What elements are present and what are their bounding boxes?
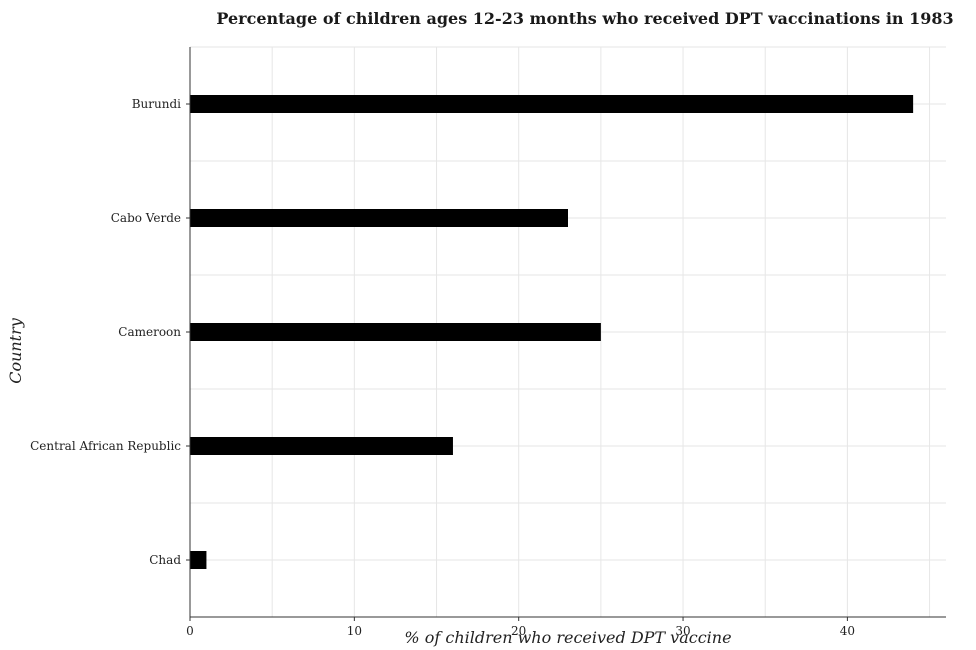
y-axis-label: Country [6, 317, 25, 384]
bar-burundi [190, 95, 914, 113]
x-tick-label: 0 [186, 624, 194, 638]
y-tick-label: Cameroon [118, 325, 181, 339]
bar-cabo-verde [190, 209, 568, 227]
y-tick-label: Cabo Verde [111, 211, 181, 225]
tick-labels: Burundi Cabo Verde Cameroon Central African… [30, 97, 855, 638]
x-tick-label: 40 [840, 624, 855, 638]
y-tick-label: Chad [149, 553, 181, 567]
bar-chad [190, 551, 207, 569]
bar-central-african-republic [190, 437, 453, 455]
y-tick-label: Burundi [132, 97, 181, 111]
bars [190, 95, 914, 569]
chart-title: Percentage of children ages 12-23 months… [216, 9, 953, 28]
x-tick-label: 20 [511, 624, 526, 638]
x-tick-label: 30 [675, 624, 690, 638]
x-axis-label: % of children who received DPT vaccine [404, 628, 731, 647]
bar-cameroon [190, 323, 601, 341]
x-tick-label: 10 [347, 624, 362, 638]
axes [186, 47, 946, 621]
y-tick-label: Central African Republic [30, 439, 181, 453]
